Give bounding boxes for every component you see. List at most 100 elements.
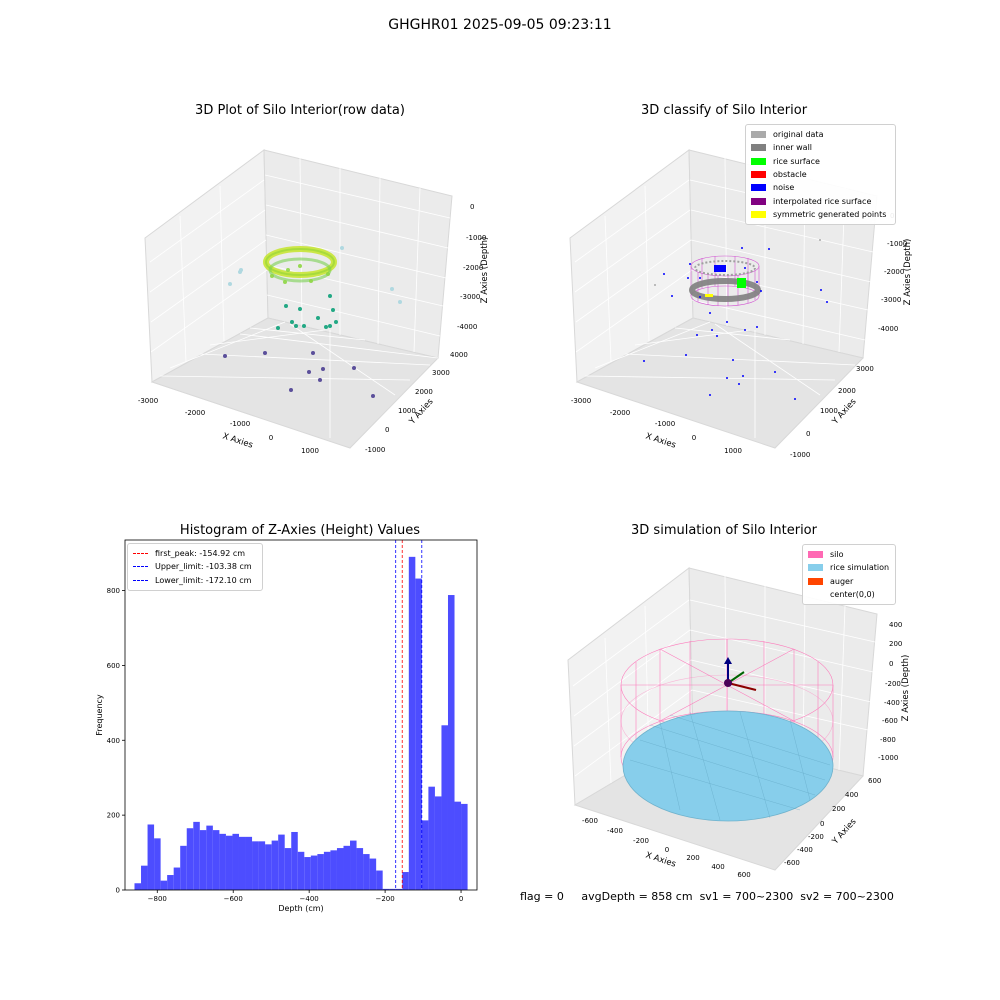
histogram-bar (389, 888, 396, 890)
plot2-title: 3D classify of Silo Interior (640, 103, 808, 118)
svg-text:600: 600 (868, 777, 881, 785)
legend-label: first_peak: -154.92 cm (155, 549, 246, 559)
legend-item-upper-limit: Upper_limit: -103.38 cm (133, 560, 257, 573)
y-tick-label: 200 (107, 812, 120, 820)
legend-label: silo (830, 550, 844, 560)
y-tick-label: 600 (107, 662, 120, 670)
histogram-bar (219, 833, 226, 890)
histogram-bar (461, 803, 468, 890)
svg-text:-200: -200 (885, 680, 901, 688)
legend-label: obstacle (773, 170, 807, 180)
histogram-bar (402, 872, 409, 890)
svg-text:-2000: -2000 (185, 409, 205, 417)
plot4-auger (724, 657, 757, 691)
svg-text:3000: 3000 (856, 365, 874, 373)
histogram-yticks: 0 200 400 600 800 (107, 587, 125, 895)
legend-label: interpolated rice surface (773, 196, 872, 206)
legend-item-lower-limit: Lower_limit: -172.10 cm (133, 574, 257, 587)
histogram-bar (167, 875, 174, 890)
histogram-bar (297, 851, 305, 890)
histogram-bar (323, 851, 331, 890)
legend-swatch (751, 157, 766, 165)
svg-text:-200: -200 (808, 833, 824, 841)
svg-text:0: 0 (269, 434, 273, 442)
svg-text:0: 0 (665, 846, 669, 854)
legend-swatch (751, 184, 766, 192)
svg-text:-2000: -2000 (463, 264, 483, 272)
svg-text:0: 0 (806, 430, 810, 438)
svg-text:-4000: -4000 (457, 323, 477, 331)
legend-item-silo: silo (808, 548, 890, 561)
histogram-bar (317, 854, 324, 890)
histogram-bar (278, 834, 285, 890)
histogram-bars (134, 556, 468, 890)
x-tick-label: −200 (375, 895, 394, 903)
legend-line (133, 553, 148, 555)
legend-label: center(0,0) (830, 590, 875, 600)
histogram-bar (160, 880, 168, 890)
plot3-ylabel: Frequency (95, 694, 104, 736)
svg-text:200: 200 (832, 805, 845, 813)
svg-text:400: 400 (845, 791, 858, 799)
histogram-bar (238, 836, 246, 890)
plot1-xlabel: X Axies (221, 431, 254, 450)
legend-label: Upper_limit: -103.38 cm (155, 562, 252, 572)
svg-text:-1000: -1000 (790, 451, 810, 459)
plot3-xlabel: Depth (cm) (278, 904, 323, 913)
svg-text:-1000: -1000 (365, 446, 385, 454)
histogram-bar (271, 840, 279, 890)
histogram-bar (193, 821, 200, 890)
svg-text:0: 0 (889, 660, 893, 668)
legend-item-original-data: original data (751, 128, 890, 141)
histogram-bar (356, 848, 364, 890)
legend-line (133, 566, 148, 568)
plot1-title: 3D Plot of Silo Interior(row data) (195, 103, 405, 118)
legend-swatch (751, 131, 766, 139)
legend-label: auger (830, 576, 854, 586)
svg-text:2000: 2000 (838, 387, 856, 395)
plot4-legend: silo rice simulation auger center(0,0) (802, 544, 896, 606)
svg-text:-400: -400 (607, 827, 623, 835)
svg-text:0: 0 (692, 434, 696, 442)
histogram-bar (225, 835, 233, 890)
legend-swatch (808, 564, 823, 572)
svg-text:-3000: -3000 (460, 293, 480, 301)
plot1-tick-labels: -3000 -2000 -1000 0 1000 -1000 0 1000 20… (138, 203, 487, 455)
histogram-bar (180, 845, 187, 890)
legend-swatch (808, 551, 823, 559)
legend-swatch (751, 197, 766, 205)
svg-text:-4000: -4000 (878, 325, 898, 333)
plot2-zlabel: Z Axies (Depth) (903, 239, 913, 306)
legend-swatch (751, 144, 766, 152)
legend-label: symmetric generated points (773, 209, 887, 219)
histogram-bar (265, 844, 272, 890)
plot2-legend: original data inner wall rice surface ob… (745, 124, 896, 226)
svg-text:-2000: -2000 (884, 268, 904, 276)
histogram-bar (428, 786, 435, 890)
legend-item-rice-simulation: rice simulation (808, 561, 890, 574)
svg-text:-400: -400 (884, 699, 900, 707)
svg-text:200: 200 (889, 640, 902, 648)
plot3-title: Histogram of Z-Axies (Height) Values (179, 523, 421, 538)
svg-text:-3000: -3000 (571, 397, 591, 405)
legend-swatch (751, 171, 766, 179)
legend-item-symmetric: symmetric generated points (751, 208, 890, 221)
svg-text:1000: 1000 (398, 407, 416, 415)
svg-text:200: 200 (686, 854, 699, 862)
plot4-title: 3D simulation of Silo Interior (631, 523, 817, 538)
plot3-histogram: −800 −600 −400 −200 0 0 200 400 600 800 Depth (c… (95, 539, 478, 913)
sv2-value: sv2 = 700~2300 (800, 890, 894, 903)
svg-text:-1000: -1000 (887, 240, 907, 248)
svg-text:1000: 1000 (301, 447, 319, 455)
histogram-bar (336, 848, 344, 890)
plot4-tick-labels: -600 -400 -200 0 200 400 600 -600 -400 -… (582, 621, 902, 879)
svg-text:-1000: -1000 (230, 420, 250, 428)
svg-text:2000: 2000 (415, 388, 433, 396)
plot2-xlabel: X Axies (644, 431, 677, 450)
legend-item-center: center(0,0) (808, 588, 890, 601)
histogram-bar (147, 824, 155, 890)
legend-label: noise (773, 183, 795, 193)
histogram-bar (343, 845, 351, 890)
svg-text:0: 0 (470, 203, 474, 211)
svg-text:-3000: -3000 (138, 397, 158, 405)
